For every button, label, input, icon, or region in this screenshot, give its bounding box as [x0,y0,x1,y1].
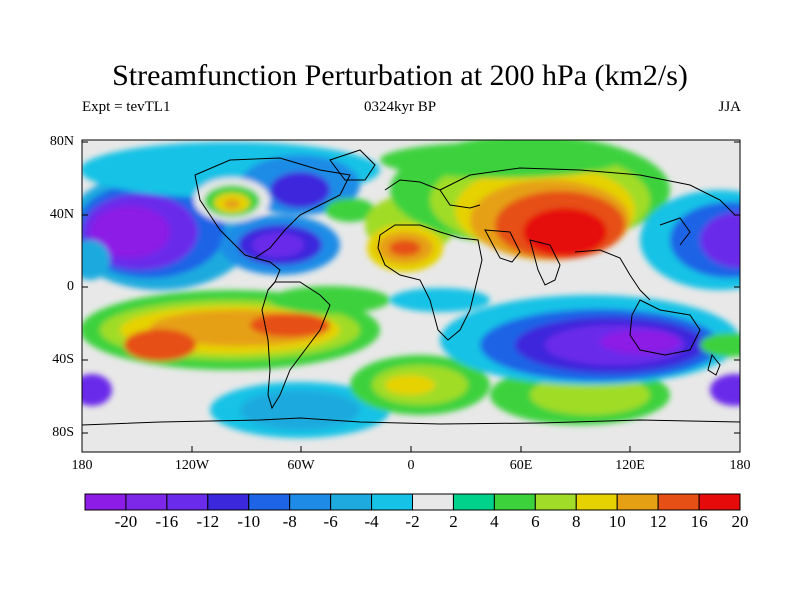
period-label: 0324kyr BP [363,99,437,115]
colorbar-box [493,493,536,511]
colorbar-label: 6 [531,512,540,531]
colorbar-box [371,493,413,511]
colorbar-label: -2 [405,512,420,531]
contour-field [82,140,740,452]
contour-fill [82,140,740,438]
colorbar-label: -12 [196,512,220,531]
colorbar-box [698,493,741,511]
lon-label-180-right: 180 [729,458,751,473]
colorbar-box [84,493,127,511]
lat-label-40s: 40S [52,352,74,367]
lon-label-0: 0 [407,458,415,473]
colorbar-box [166,493,209,511]
lon-label-120w: 120W [174,458,210,473]
colorbar-label: -20 [114,512,138,531]
map-title: Streamfunction Perturbation at 200 hPa (… [112,59,688,92]
colorbar-label: 20 [731,512,749,531]
colorbar-box [616,493,659,511]
colorbar-box [330,493,373,511]
colorbar-label: 8 [572,512,581,531]
colorbar-label: 16 [690,512,708,531]
lon-label-120e: 120E [615,458,645,473]
season-label: JJA [718,99,741,115]
colorbar-box [657,493,700,511]
colorbar-box [207,493,250,511]
colorbar-box [412,493,454,511]
lon-label-60w: 60W [287,458,315,473]
lon-label-60e: 60E [509,458,533,473]
lat-label-80s: 80S [52,425,74,440]
colorbar-label: -10 [237,512,261,531]
colorbar [84,493,741,511]
colorbar-box [575,493,618,511]
lon-label-180-left: 180 [71,458,93,473]
colorbar-label: -16 [155,512,179,531]
colorbar-label: 4 [490,512,499,531]
colorbar-label: -6 [323,512,338,531]
lat-label-0: 0 [67,279,74,294]
coastlines [82,149,740,426]
colorbar-box [534,493,577,511]
colorbar-label: 12 [649,512,667,531]
lat-label-80n: 80N [49,134,74,149]
colorbar-label: 10 [608,512,626,531]
colorbar-box [289,493,332,511]
experiment-label: Expt = tevTL1 [82,99,171,115]
colorbar-label: -8 [282,512,297,531]
colorbar-box [452,493,495,511]
lat-label-40n: 40N [49,207,74,222]
colorbar-box [248,493,291,511]
colorbar-box [125,493,168,511]
colorbar-label: -4 [364,512,379,531]
colorbar-label: 2 [449,512,458,531]
axis-ticks [81,141,741,452]
